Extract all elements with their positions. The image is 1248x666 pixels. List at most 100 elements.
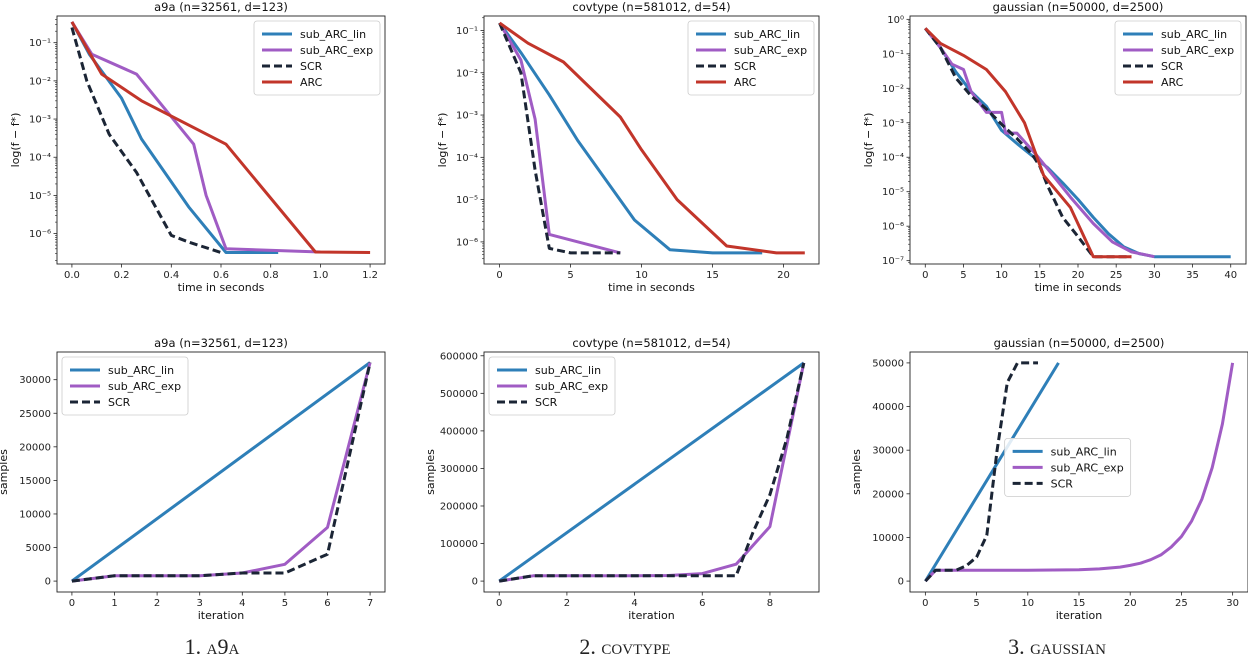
legend-label: sub_ARC_lin (734, 28, 800, 41)
y-tick-label: 0 (45, 577, 51, 588)
caption-covtype: 2. covtype (475, 634, 775, 660)
y-tick-label: 30000 (19, 375, 51, 386)
chart-title: covtype (n=581012, d=54) (572, 0, 730, 14)
legend-label: sub_ARC_lin (535, 364, 601, 377)
x-axis-label: time in seconds (1035, 281, 1122, 294)
legend-label: SCR (535, 396, 558, 409)
legend-label: SCR (300, 60, 323, 73)
y-tick-label: 10⁻⁴ (882, 153, 904, 164)
x-tick-label: 5 (282, 598, 288, 609)
legend-label: sub_ARC_exp (300, 44, 373, 57)
series-line-scr (498, 362, 806, 583)
y-tick-label: 10⁻⁶ (882, 222, 904, 233)
y-axis-label: samples (0, 449, 10, 495)
chart-title: a9a (n=32561, d=123) (154, 0, 288, 14)
y-tick-label: 10⁻¹ (882, 49, 904, 60)
y-tick-label: 10⁻² (29, 76, 51, 87)
x-tick-label: 2 (154, 598, 160, 609)
x-tick-label: 40 (1224, 270, 1237, 281)
y-tick-label: 20000 (872, 489, 904, 500)
legend-label: ARC (734, 76, 757, 89)
x-tick-label: 20 (1072, 270, 1085, 281)
caption-number: 3. (1008, 634, 1025, 659)
x-tick-label: 4 (239, 598, 245, 609)
chart-panel-5: covtype (n=581012, d=54) 0 2 4 6 8 0 100000 2000… (424, 336, 820, 622)
chart-panel-6: gaussian (n=50000, d=2500) 0 5 10 15 20 25 30 0 1… (850, 336, 1248, 622)
x-tick-label: 0 (69, 598, 75, 609)
legend: sub_ARC_lin sub_ARC_exp SCR ARC (1114, 20, 1242, 96)
y-tick-label: 10⁻³ (29, 115, 51, 126)
chart-title: gaussian (n=50000, d=2500) (993, 0, 1164, 14)
series-line-arc (924, 27, 1132, 259)
legend: sub_ARC_lin sub_ARC_exp SCR ARC (687, 20, 815, 96)
chart-title: gaussian (n=50000, d=2500) (994, 336, 1165, 350)
y-tick-label: 10⁻² (456, 68, 478, 79)
x-tick-label: 20 (777, 270, 790, 281)
y-tick-label: 5000 (26, 543, 51, 554)
legend-box (253, 20, 381, 96)
legend-label: SCR (734, 60, 757, 73)
y-tick-label: 25000 (19, 409, 51, 420)
y-tick-label: 0 (898, 577, 904, 588)
legend-box (1114, 20, 1242, 96)
legend-label: sub_ARC_exp (535, 380, 608, 393)
legend-label: sub_ARC_lin (300, 28, 366, 41)
legend-label: SCR (108, 396, 131, 409)
y-tick-label: 10⁻⁵ (456, 195, 478, 206)
x-tick-label: 0.2 (114, 270, 130, 281)
x-tick-label: 0.8 (263, 270, 279, 281)
x-axis-label: time in seconds (608, 281, 695, 294)
caption-number: 2. (579, 634, 596, 659)
series-line-sub-arc-lin (71, 361, 371, 583)
caption-label: covtype (601, 634, 671, 659)
y-tick-label: 600000 (440, 351, 478, 362)
y-tick-label: 10⁻³ (882, 118, 904, 129)
legend-label: ARC (1161, 76, 1184, 89)
y-tick-label: 10000 (872, 533, 904, 544)
legend-label: sub_ARC_exp (1051, 461, 1124, 474)
legend-label: SCR (1161, 60, 1184, 73)
y-tick-label: 200000 (440, 501, 478, 512)
y-tick-label: 30000 (872, 446, 904, 457)
y-tick-label: 10⁻³ (456, 111, 478, 122)
y-tick-label: 400000 (440, 426, 478, 437)
y-tick-label: 10⁻⁴ (29, 153, 51, 164)
x-tick-label: 10 (635, 270, 648, 281)
y-tick-label: 10000 (19, 509, 51, 520)
x-axis-label: iteration (1056, 609, 1102, 622)
series-line-sub-arc-exp (498, 22, 621, 255)
x-tick-label: 0.0 (64, 270, 80, 281)
x-tick-label: 0 (496, 270, 502, 281)
series-line-sub-arc-lin (498, 361, 805, 583)
x-tick-label: 5 (960, 270, 966, 281)
y-tick-label: 10⁻⁴ (456, 153, 478, 164)
x-tick-label: 0 (922, 270, 928, 281)
series-line-sub-arc-lin (498, 22, 763, 255)
x-tick-label: 15 (1033, 270, 1046, 281)
x-tick-label: 20 (1124, 598, 1137, 609)
legend: sub_ARC_lin sub_ARC_exp SCR (488, 356, 616, 416)
legend-label: ARC (300, 76, 323, 89)
chart-panel-4: a9a (n=32561, d=123) 0 1 2 3 4 5 6 7 0 5000 10000 15… (0, 336, 386, 622)
chart-panel-1: a9a (n=32561, d=123) 0.0 0.2 0.4 0.6 0.8 1.0 1.… (9, 0, 386, 294)
x-tick-label: 0.4 (163, 270, 179, 281)
x-tick-label: 4 (631, 598, 637, 609)
y-tick-label: 10⁻⁶ (29, 229, 51, 240)
x-tick-label: 30 (1148, 270, 1161, 281)
y-axis-label: samples (850, 449, 863, 495)
y-tick-label: 50000 (872, 358, 904, 369)
y-tick-label: 500000 (440, 389, 478, 400)
x-tick-label: 6 (324, 598, 330, 609)
y-tick-label: 100000 (440, 539, 478, 550)
y-tick-label: 10⁻⁵ (29, 191, 51, 202)
legend-label: sub_ARC_exp (108, 380, 181, 393)
y-tick-label: 10⁻¹ (456, 26, 478, 37)
x-tick-label: 2 (564, 598, 570, 609)
series-line-scr (70, 27, 222, 254)
chart-title: covtype (n=581012, d=54) (572, 336, 730, 350)
y-axis-label: log(f − f*) (862, 113, 875, 168)
x-axis-label: time in seconds (178, 281, 265, 294)
x-tick-label: 1 (111, 598, 117, 609)
x-tick-label: 5 (567, 270, 573, 281)
